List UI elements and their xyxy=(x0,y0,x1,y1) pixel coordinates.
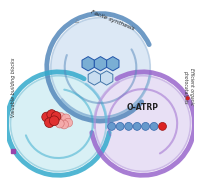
Polygon shape xyxy=(88,71,100,85)
Circle shape xyxy=(107,122,115,130)
Circle shape xyxy=(124,122,132,130)
Text: Facile synthesis: Facile synthesis xyxy=(90,9,135,31)
Circle shape xyxy=(55,119,64,128)
Circle shape xyxy=(94,76,190,171)
Circle shape xyxy=(56,113,65,121)
Polygon shape xyxy=(100,71,112,85)
Circle shape xyxy=(158,122,166,130)
Text: △: △ xyxy=(75,19,79,23)
Circle shape xyxy=(51,18,149,117)
Circle shape xyxy=(149,122,157,130)
Polygon shape xyxy=(82,57,94,71)
Circle shape xyxy=(59,120,68,129)
Polygon shape xyxy=(94,57,106,71)
Circle shape xyxy=(44,118,54,128)
Circle shape xyxy=(132,122,140,130)
Circle shape xyxy=(42,112,51,122)
Circle shape xyxy=(185,97,188,100)
Circle shape xyxy=(47,110,56,119)
Text: O-ATRP: O-ATRP xyxy=(126,103,158,112)
Circle shape xyxy=(64,118,72,127)
Text: Efficient organic
photocatalysis: Efficient organic photocatalysis xyxy=(182,68,193,106)
Polygon shape xyxy=(106,57,118,71)
Text: Valuable building blocks: Valuable building blocks xyxy=(11,57,16,117)
Circle shape xyxy=(10,76,106,171)
Circle shape xyxy=(61,114,70,123)
Circle shape xyxy=(51,112,61,121)
Circle shape xyxy=(141,122,149,130)
Circle shape xyxy=(116,122,123,130)
Circle shape xyxy=(49,116,59,126)
